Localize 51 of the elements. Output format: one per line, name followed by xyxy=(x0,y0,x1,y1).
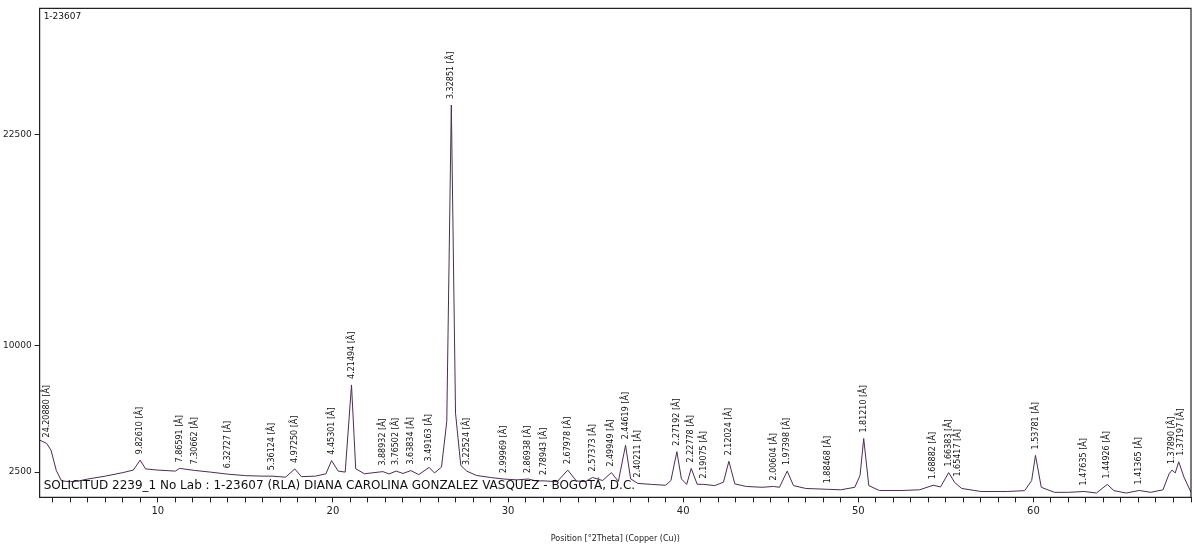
annotation: 4.21494 [Å] xyxy=(344,331,356,379)
x-tick-label: 30 xyxy=(501,504,515,516)
annotation: 2.57373 [Å] xyxy=(585,424,597,472)
annotation: 2.44619 [Å] xyxy=(618,391,630,440)
annotation: 2.99969 [Å] xyxy=(496,425,508,474)
annotation: 1.65417 [Å] xyxy=(950,429,962,477)
annotation: 3.49163 [Å] xyxy=(422,414,434,462)
annotation: 3.76502 [Å] xyxy=(389,417,401,466)
annotation: 6.32727 [Å] xyxy=(220,420,232,469)
annotation: 3.63834 [Å] xyxy=(403,417,415,465)
annotation: 3.88932 [Å] xyxy=(375,418,387,466)
x-tick-label: 40 xyxy=(676,504,690,516)
annotation: 1.81210 [Å] xyxy=(856,385,868,433)
x-tick-label: 20 xyxy=(326,504,340,516)
annotation: 1.97398 [Å] xyxy=(780,417,792,466)
annotation: 1.44926 [Å] xyxy=(1100,431,1112,479)
annotation: 7.30662 [Å] xyxy=(187,417,199,465)
annotation: 1.53781 [Å] xyxy=(1028,402,1040,450)
annotation: 1.68882 [Å] xyxy=(926,431,938,480)
annotation: 4.45301 [Å] xyxy=(324,407,336,455)
annotation: 7.86591 [Å] xyxy=(172,415,184,463)
annotation: 1.47635 [Å] xyxy=(1077,438,1089,486)
x-axis-title: Position [°2Theta] (Copper (Cu)) xyxy=(550,534,680,544)
annotation: 1.37890 [Å] xyxy=(1165,416,1177,465)
annotation: 1.41365 [Å] xyxy=(1132,437,1144,485)
annotation: SOLICITUD 2239_1 No Lab : 1-23607 (RLA) DIANA CAROLINA GONZALEZ VASQUEZ - BOGOTÁ, D.C. xyxy=(43,476,636,492)
x-tick-label: 10 xyxy=(151,504,165,516)
annotation: 2.12024 [Å] xyxy=(721,407,733,456)
annotation: 2.78943 [Å] xyxy=(537,427,549,475)
annotation: 3.32851 [Å] xyxy=(444,51,456,100)
annotation: 1.88468 [Å] xyxy=(820,435,832,484)
annotation: 2.86938 [Å] xyxy=(521,425,533,474)
annotation: 4.97250 [Å] xyxy=(287,415,299,463)
annotation: 24.20880 [Å] xyxy=(39,385,51,438)
x-tick-label: 50 xyxy=(851,504,865,516)
annotation: 2.67978 [Å] xyxy=(560,416,572,465)
annotation: 3.22524 [Å] xyxy=(459,417,471,466)
annotation: 2.40211 [Å] xyxy=(630,430,642,478)
y-tick-label: 22500 xyxy=(2,129,32,140)
annotation: 5.36124 [Å] xyxy=(265,422,277,471)
annotation: 2.19075 [Å] xyxy=(696,431,708,479)
y-tick-label: 10000 xyxy=(2,339,32,350)
annotation: 2.27192 [Å] xyxy=(669,398,681,446)
annotation: 1.37197 [Å] xyxy=(1174,408,1186,456)
annotation: 2.49949 [Å] xyxy=(604,419,616,467)
annotation: 2.22778 [Å] xyxy=(684,415,696,463)
x-tick-label: 60 xyxy=(1027,504,1040,516)
annotation: 9.82610 [Å] xyxy=(133,406,145,455)
annotation: 2.00604 [Å] xyxy=(766,433,778,481)
annotation: 1-23607 xyxy=(43,11,82,22)
y-tick-label: 2500 xyxy=(8,466,32,477)
